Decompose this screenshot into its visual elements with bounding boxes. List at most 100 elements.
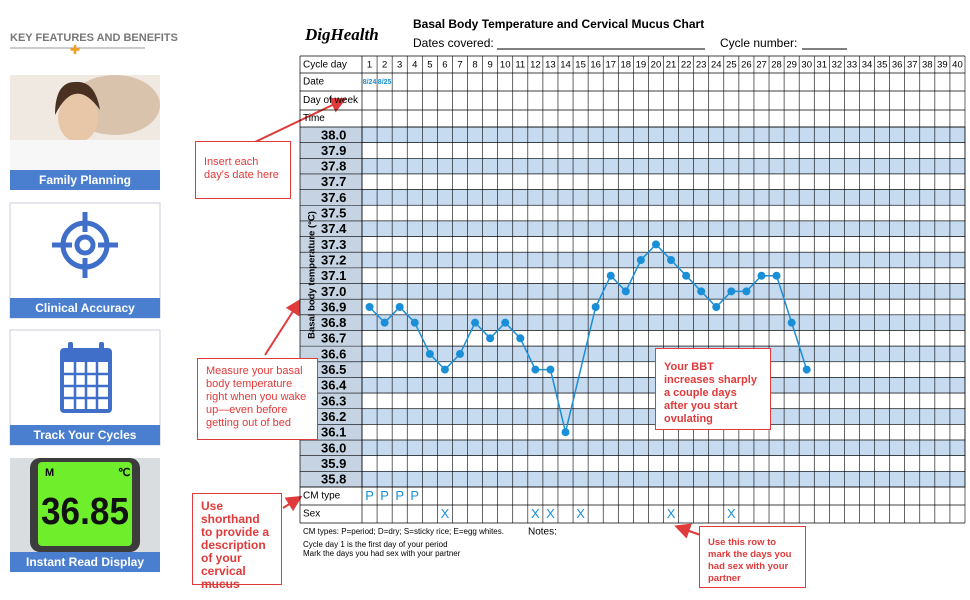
x-tick-label: 6 (442, 60, 447, 71)
x-tick-label: 29 (786, 60, 797, 71)
x-tick-label: 15 (575, 60, 586, 71)
bbt-point (591, 303, 600, 311)
y-tick-label: 36.7 (321, 331, 346, 346)
date-entry: 8/25 (378, 79, 392, 86)
x-tick-label: 33 (847, 60, 858, 71)
y-tick-label: 37.8 (321, 159, 346, 174)
chart-title: Basal Body Temperature and Cervical Mucu… (413, 17, 704, 31)
y-tick-label: 38.0 (321, 127, 346, 142)
y-tick-label: 37.1 (321, 268, 346, 283)
x-tick-label: 37 (907, 60, 918, 71)
bbt-point (410, 318, 419, 327)
y-tick-label: 36.2 (321, 409, 346, 424)
x-tick-label: 12 (530, 60, 541, 71)
bbt-point (727, 287, 736, 296)
sex-mark: X (667, 506, 676, 521)
bbt-point (561, 428, 570, 437)
y-tick-label: 37.6 (321, 190, 346, 205)
bbt-point (516, 334, 525, 343)
row-label: Day of week (303, 95, 359, 106)
bbt-point (787, 318, 796, 327)
y-tick-label: 36.5 (321, 362, 346, 377)
x-tick-label: 7 (457, 60, 462, 71)
sex-mark: X (727, 506, 736, 521)
x-tick-label: 19 (636, 60, 647, 71)
x-tick-label: 39 (937, 60, 948, 71)
y-tick-label: 37.3 (321, 237, 346, 252)
x-tick-label: 1 (367, 60, 372, 71)
target-icon (52, 212, 118, 278)
x-tick-label: 16 (590, 60, 601, 71)
x-tick-label: 17 (605, 60, 616, 71)
photo (10, 75, 160, 170)
display-reading: 36.85 (41, 491, 129, 533)
bbt-point (501, 318, 510, 327)
sex-mark: X (546, 506, 555, 521)
plus-icon (70, 45, 80, 54)
x-tick-label: 11 (515, 60, 525, 71)
y-tick-label: 35.8 (321, 472, 346, 487)
y-tick-label: 36.3 (321, 393, 346, 408)
footnote: Cycle day 1 is the first day of your per… (303, 540, 448, 549)
row-label: Time (303, 113, 325, 124)
annotation: Use shorthand to provide a description o… (192, 493, 282, 591)
notes-label: Notes: (528, 527, 557, 538)
card-label: Instant Read Display (10, 552, 160, 572)
cm-key: CM types: P=period; D=dry; S=sticky rice… (303, 527, 504, 536)
bbt-point (802, 365, 811, 374)
row-label: Cycle day (303, 60, 347, 71)
bbt-point (697, 287, 706, 296)
card-label: Family Planning (10, 170, 160, 190)
annotation: Use this row to mark the days you had se… (699, 526, 806, 588)
row-label: CM type (303, 491, 341, 502)
x-tick-label: 2 (382, 60, 387, 71)
bbt-point (380, 318, 389, 327)
x-tick-label: 35 (877, 60, 888, 71)
x-tick-label: 21 (666, 60, 677, 71)
x-tick-label: 9 (487, 60, 492, 71)
x-tick-label: 14 (560, 60, 571, 71)
y-tick-label: 36.8 (321, 315, 346, 330)
bbt-point (682, 271, 691, 280)
display-mode: M (45, 467, 54, 479)
bbt-point (546, 365, 555, 374)
x-tick-label: 10 (500, 60, 511, 71)
x-tick-label: 32 (832, 60, 843, 71)
y-tick-label: 36.4 (321, 378, 347, 393)
bbt-point (667, 256, 676, 265)
x-tick-label: 3 (397, 60, 402, 71)
x-tick-label: 40 (952, 60, 963, 71)
bbt-point (486, 334, 495, 343)
x-tick-label: 26 (741, 60, 752, 71)
y-tick-label: 37.7 (321, 174, 346, 189)
annotation: Your BBT increases sharply a couple days… (655, 348, 771, 430)
x-tick-label: 25 (726, 60, 737, 71)
y-tick-label: 37.9 (321, 143, 346, 158)
x-tick-label: 5 (427, 60, 432, 71)
card-label: Clinical Accuracy (10, 298, 160, 318)
annotation: Measure your basal body temperature righ… (197, 358, 318, 440)
y-tick-label: 36.0 (321, 440, 346, 455)
y-tick-label: 36.9 (321, 299, 346, 314)
y-axis-label: Basal body temperature (°C) (307, 211, 318, 339)
annotation: Insert each day's date here (195, 141, 291, 199)
x-tick-label: 13 (545, 60, 556, 71)
x-tick-label: 18 (621, 60, 632, 71)
cm-entry: P (365, 488, 374, 503)
y-tick-label: 37.4 (321, 221, 347, 236)
x-tick-label: 4 (412, 60, 417, 71)
x-tick-label: 20 (651, 60, 662, 71)
bbt-point (395, 303, 404, 311)
calendar-icon (60, 342, 112, 413)
sex-mark: X (576, 506, 585, 521)
sidebar-heading: KEY FEATURES AND BENEFITS (10, 32, 178, 44)
table: 38.037.937.837.737.637.537.437.337.237.1… (299, 55, 966, 524)
sex-mark: X (441, 506, 450, 521)
x-tick-label: 24 (711, 60, 722, 71)
bbt-point (636, 256, 645, 265)
x-tick-label: 28 (771, 60, 782, 71)
bbt-point (440, 365, 449, 374)
cm-entry: P (380, 488, 389, 503)
